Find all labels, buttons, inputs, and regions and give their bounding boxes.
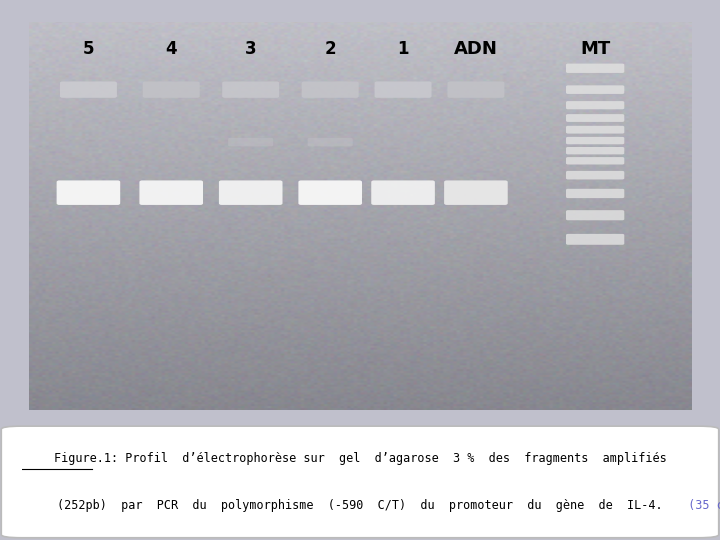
FancyBboxPatch shape bbox=[372, 180, 435, 205]
FancyBboxPatch shape bbox=[566, 114, 624, 122]
FancyBboxPatch shape bbox=[566, 171, 624, 179]
FancyBboxPatch shape bbox=[447, 82, 505, 98]
Text: ADN: ADN bbox=[454, 40, 498, 58]
FancyBboxPatch shape bbox=[566, 126, 624, 133]
FancyBboxPatch shape bbox=[566, 234, 624, 245]
FancyBboxPatch shape bbox=[222, 82, 279, 98]
FancyBboxPatch shape bbox=[298, 180, 362, 205]
FancyBboxPatch shape bbox=[566, 147, 624, 154]
Text: 1: 1 bbox=[397, 40, 409, 58]
Text: 4: 4 bbox=[166, 40, 177, 58]
FancyBboxPatch shape bbox=[374, 82, 431, 98]
Text: 5: 5 bbox=[83, 40, 94, 58]
FancyBboxPatch shape bbox=[228, 138, 273, 146]
Text: MT: MT bbox=[580, 40, 611, 58]
FancyBboxPatch shape bbox=[143, 82, 199, 98]
FancyBboxPatch shape bbox=[140, 180, 203, 205]
FancyBboxPatch shape bbox=[566, 157, 624, 165]
FancyBboxPatch shape bbox=[307, 138, 353, 146]
FancyBboxPatch shape bbox=[57, 180, 120, 205]
Text: 3: 3 bbox=[245, 40, 256, 58]
FancyBboxPatch shape bbox=[302, 82, 359, 98]
FancyBboxPatch shape bbox=[566, 137, 624, 144]
FancyBboxPatch shape bbox=[566, 101, 624, 109]
FancyBboxPatch shape bbox=[566, 210, 624, 220]
Text: (252pb)  par  PCR  du  polymorphisme  (-590  C/T)  du  promoteur  du  gène  de  : (252pb) par PCR du polymorphisme (-590 C… bbox=[57, 498, 663, 511]
FancyBboxPatch shape bbox=[444, 180, 508, 205]
Text: 2: 2 bbox=[325, 40, 336, 58]
FancyBboxPatch shape bbox=[1, 426, 719, 538]
FancyBboxPatch shape bbox=[566, 64, 624, 73]
FancyBboxPatch shape bbox=[60, 82, 117, 98]
FancyBboxPatch shape bbox=[219, 180, 282, 205]
Text: (35 cycles ): (35 cycles ) bbox=[681, 498, 720, 511]
FancyBboxPatch shape bbox=[566, 85, 624, 94]
Text: Figure.1: Profil  d’électrophorèse sur  gel  d’agarose  3 %  des  fragments  amp: Figure.1: Profil d’électrophorèse sur ge… bbox=[53, 453, 667, 465]
FancyBboxPatch shape bbox=[566, 189, 624, 198]
